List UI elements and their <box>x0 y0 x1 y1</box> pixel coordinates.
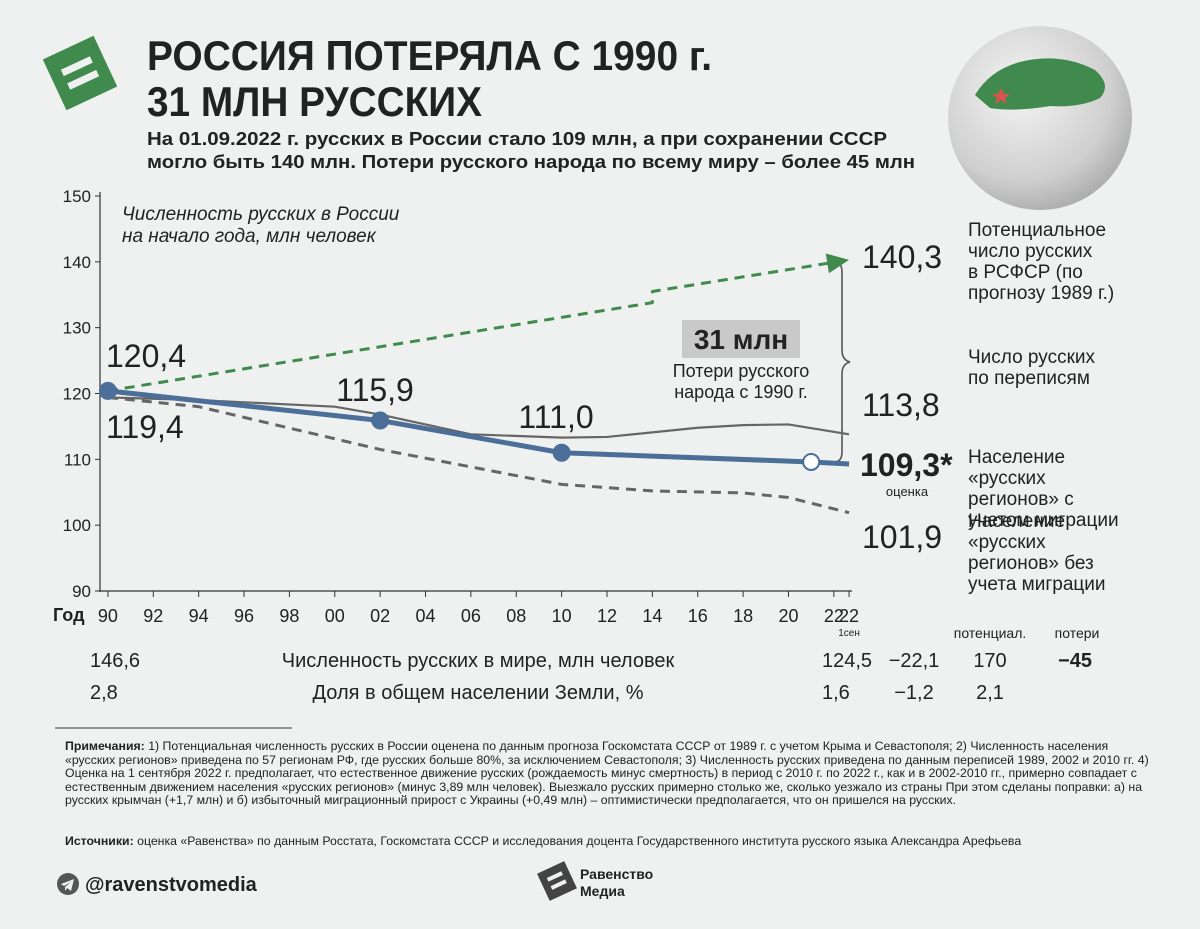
telegram-icon <box>57 873 79 895</box>
legend-label: Число русских <box>968 347 1095 368</box>
x-tick-note: 1сен <box>838 628 860 639</box>
value-label: 120,4 <box>106 338 186 374</box>
y-tick-label: 110 <box>64 450 91 469</box>
annotation-value: 31 млн <box>694 324 788 355</box>
handle: @ravenstvomedia <box>85 874 258 896</box>
legend-label: учетом миграции <box>968 510 1119 531</box>
x-tick-label: 00 <box>325 606 345 626</box>
x-tick-label: 06 <box>461 606 481 626</box>
x-tick-label: 04 <box>416 606 436 626</box>
x-axis-title: Год <box>53 605 85 625</box>
table-cell: 124,5 <box>822 650 872 672</box>
x-tick-label: 94 <box>189 606 209 626</box>
series-line <box>107 395 850 515</box>
x-tick-label: 18 <box>733 606 753 626</box>
value-label: 115,9 <box>336 372 414 408</box>
point <box>371 411 390 430</box>
series-line <box>107 258 850 393</box>
legend-label: «русских <box>968 532 1046 553</box>
footer-logo-icon <box>537 861 577 901</box>
x-tick-label: 10 <box>552 606 572 626</box>
x-tick-label: 98 <box>279 606 299 626</box>
footer-logo: Медиа <box>580 883 625 899</box>
legend-label: «русских <box>968 468 1046 489</box>
value-label: 109,3* <box>860 447 953 483</box>
arrow-head <box>825 253 850 274</box>
sources: Источники: оценка «Равенства» по данным … <box>65 834 1150 849</box>
value-label: 111,0 <box>518 399 593 435</box>
table-cell: 170 <box>973 650 1006 672</box>
x-tick-label: 14 <box>642 606 662 626</box>
legend-label: учета миграции <box>968 574 1106 595</box>
x-tick-label: 02 <box>370 606 390 626</box>
brace <box>833 261 851 463</box>
x-tick-label: 08 <box>506 606 526 626</box>
x-tick-label: 96 <box>234 606 254 626</box>
legend-label: регионов» с <box>968 489 1074 510</box>
legend-label: прогнозу 1989 г.) <box>968 283 1114 304</box>
table-cell: Численность русских в мире, млн человек <box>282 650 675 672</box>
legend-label: по переписям <box>968 368 1090 389</box>
legend-label: Население <box>968 447 1065 468</box>
title: 31 МЛН РУССКИХ <box>147 78 482 125</box>
axis-title: на начало года, млн человек <box>122 226 377 247</box>
annotation-box <box>682 320 800 358</box>
subtitle: могло быть 140 млн. Потери русского наро… <box>147 152 915 172</box>
table-cell: −1,2 <box>894 682 933 704</box>
y-tick-label: 100 <box>63 516 91 535</box>
legend-label: регионов» без <box>968 553 1094 574</box>
legend-label: в РСФСР (по <box>968 262 1083 283</box>
x-tick-label: 22 <box>839 606 859 626</box>
axis-title: Численность русских в России <box>122 204 400 225</box>
annotation-text: народа с 1990 г. <box>674 382 808 402</box>
x-tick-label: 22 <box>824 606 844 626</box>
table-header: потери <box>1055 625 1100 641</box>
footer-logo: Равенство <box>580 866 653 882</box>
globe <box>948 26 1132 210</box>
value-label: 119,4 <box>106 409 184 445</box>
x-tick-label: 92 <box>143 606 163 626</box>
logo-icon <box>42 35 118 111</box>
sources-text: оценка «Равенства» по данным Росстата, Г… <box>133 834 1022 848</box>
x-tick-label: 90 <box>98 606 118 626</box>
notes: Примечания: 1) Потенциальная численность… <box>65 739 1150 808</box>
table-cell: −22,1 <box>889 650 940 672</box>
legend-label: Население <box>968 511 1065 532</box>
table-cell: Доля в общем населении Земли, % <box>313 682 644 704</box>
sources-label: Источники: <box>65 834 134 848</box>
legend-label: число русских <box>968 241 1093 262</box>
subtitle: На 01.09.2022 г. русских в России стало … <box>147 129 887 149</box>
table-cell: 2,1 <box>976 682 1004 704</box>
series-line <box>107 396 850 439</box>
value-note: оценка <box>886 484 929 499</box>
table-cell: 1,6 <box>822 682 850 704</box>
notes-label: Примечания: <box>65 739 145 753</box>
value-label: 113,8 <box>862 387 940 423</box>
notes-text: 1) Потенциальная численность русских в Р… <box>65 739 1149 808</box>
y-tick-label: 140 <box>63 253 91 272</box>
y-tick-label: 90 <box>72 582 91 601</box>
value-label: 101,9 <box>862 519 942 555</box>
table-cell: 146,6 <box>90 650 140 672</box>
table-cell: 2,8 <box>90 682 118 704</box>
y-tick-label: 130 <box>63 319 91 338</box>
x-tick-label: 12 <box>597 606 617 626</box>
x-tick-label: 16 <box>688 606 708 626</box>
point <box>98 381 117 400</box>
point <box>802 452 821 471</box>
table-cell: −45 <box>1058 650 1092 672</box>
annotation-text: Потери русского <box>673 361 810 381</box>
point <box>552 443 571 462</box>
title: РОССИЯ ПОТЕРЯЛА С 1990 г. <box>147 32 712 79</box>
legend-label: Потенциальное <box>968 220 1106 241</box>
table-header: потенциал. <box>954 625 1027 641</box>
value-label: 140,3 <box>862 239 942 275</box>
y-tick-label: 150 <box>63 187 91 206</box>
y-tick-label: 120 <box>63 385 91 404</box>
x-tick-label: 20 <box>778 606 798 626</box>
